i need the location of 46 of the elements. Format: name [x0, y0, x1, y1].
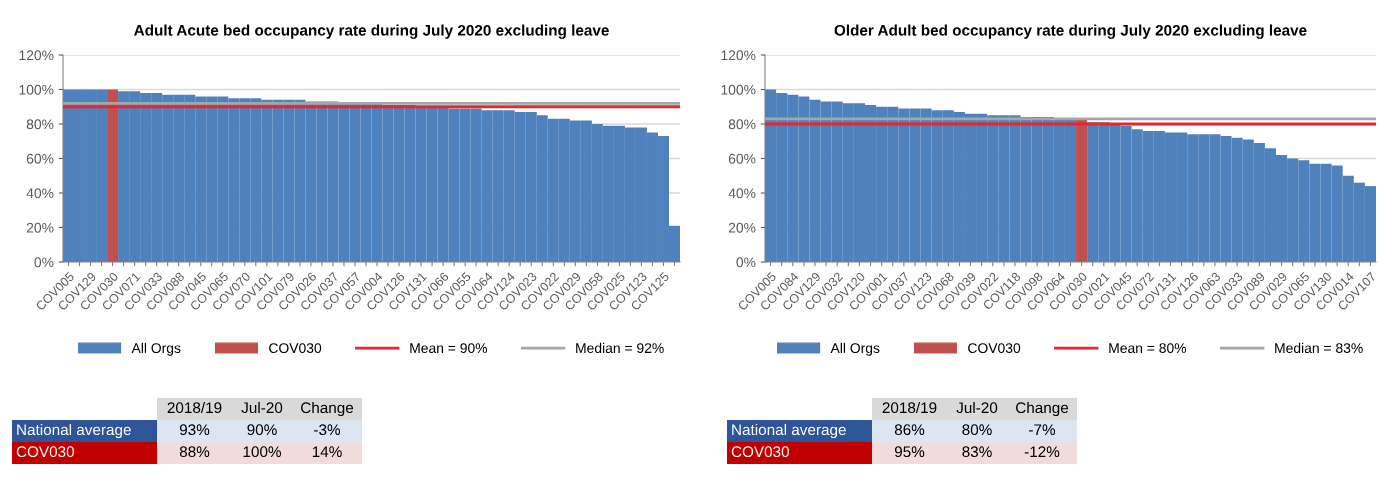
legend-label: Mean = 80%: [1109, 343, 1187, 354]
text: Jul-20: [956, 401, 998, 414]
y-tick-label: 80%: [26, 119, 54, 130]
text: -12%: [1024, 446, 1060, 458]
text: National average: [732, 423, 846, 439]
text: 100%: [243, 446, 281, 458]
legend-label: COV030: [968, 343, 1021, 354]
y-tick-label: 100%: [721, 84, 756, 95]
y-tick-label: 60%: [728, 153, 756, 164]
chart-title: Adult Acute bed occupancy rate during July 2020 excluding leave: [134, 24, 609, 39]
text: 90%: [247, 424, 277, 436]
text: Change: [301, 401, 354, 417]
text: 83%: [962, 446, 992, 458]
y-tick-label: 0%: [34, 257, 54, 268]
y-tick-label: 20%: [728, 222, 756, 233]
y-tick-label: 100%: [19, 84, 54, 95]
text: 86%: [894, 424, 925, 436]
legend-label: Median = 83%: [1275, 342, 1363, 354]
text: COV030: [16, 446, 74, 458]
text: Jul-20: [241, 401, 283, 414]
y-tick-label: 0%: [736, 257, 756, 268]
legend-label: COV030: [269, 343, 322, 354]
y-tick-label: 120%: [19, 50, 54, 61]
legend-label: Mean = 90%: [410, 343, 488, 354]
text: 88%: [179, 446, 210, 458]
y-tick-label: 40%: [728, 188, 756, 199]
text: 2018/19: [882, 401, 937, 414]
chart-title: Older Adult bed occupancy rate during July 2020 excluding leave: [834, 24, 1307, 39]
y-tick-label: 20%: [26, 222, 54, 233]
y-tick-label: 40%: [26, 188, 54, 199]
text: -7%: [1029, 424, 1056, 436]
y-tick-label: 60%: [26, 153, 54, 164]
y-tick-label: 80%: [728, 119, 756, 130]
legend-label: Median = 92%: [576, 342, 664, 354]
text: National average: [17, 423, 131, 439]
text: 95%: [894, 446, 925, 458]
text: -3%: [314, 424, 341, 436]
legend-label: All Orgs: [830, 342, 880, 356]
text: 93%: [179, 424, 210, 436]
text: COV030: [731, 446, 789, 458]
text: 2018/19: [167, 401, 222, 414]
text: 80%: [962, 424, 992, 436]
y-tick-label: 120%: [721, 50, 756, 61]
text: Change: [1016, 401, 1069, 417]
legend-label: All Orgs: [131, 342, 181, 356]
text: 14%: [312, 446, 342, 458]
